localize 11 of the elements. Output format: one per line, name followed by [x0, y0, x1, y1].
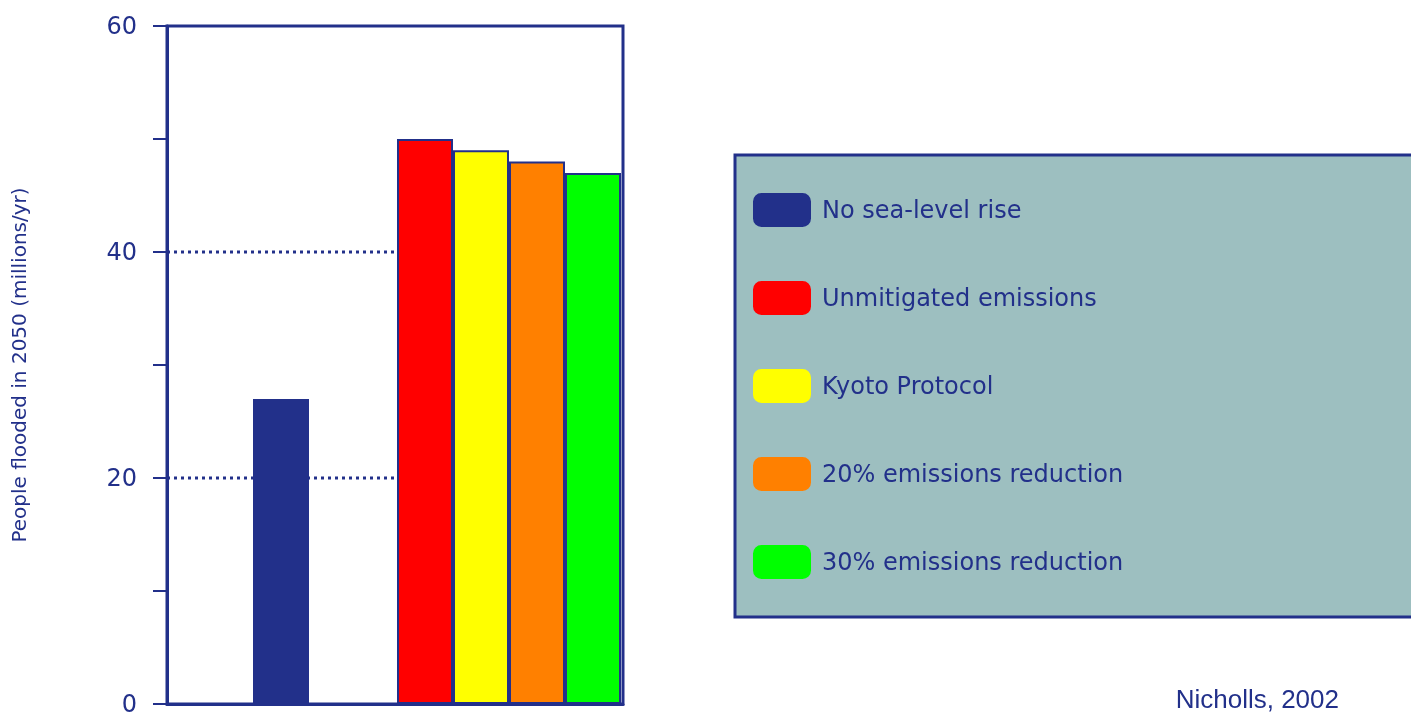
y-tick-label: 40	[106, 238, 137, 266]
legend-label: No sea-level rise	[822, 196, 1022, 224]
y-tick-label: 60	[106, 12, 137, 40]
legend-label: Unmitigated emissions	[822, 284, 1097, 312]
y-tick-label: 0	[121, 690, 137, 716]
y-tick-label: 20	[106, 464, 137, 492]
text: Nicholls, 2002	[1175, 684, 1339, 714]
y-axis-title: People flooded in 2050 (millions/yr)	[7, 187, 31, 543]
legend-label: 30% emissions reduction	[822, 548, 1124, 576]
legend-label: 20% emissions reduction	[822, 460, 1124, 488]
legend-label: Kyoto Protocol	[822, 372, 994, 400]
